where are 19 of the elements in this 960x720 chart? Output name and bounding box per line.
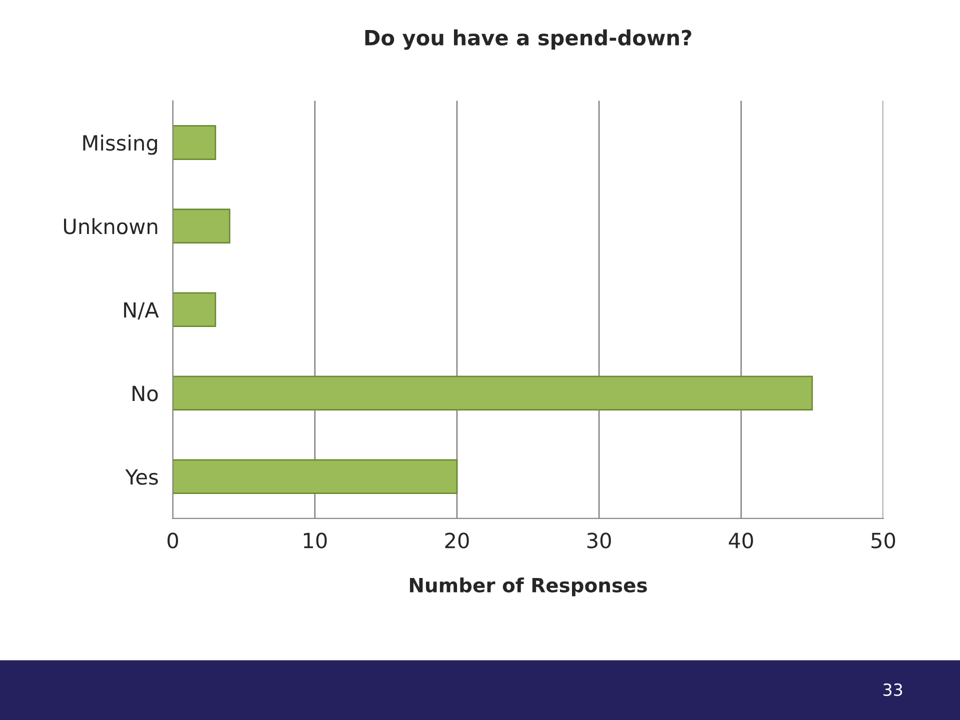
chart-title: Do you have a spend-down? <box>365 29 692 50</box>
x-tick-label: 0 <box>168 532 178 548</box>
bar <box>172 292 216 327</box>
bar <box>172 376 813 411</box>
x-tick-label: 40 <box>728 532 753 548</box>
y-tick-label: No <box>132 386 158 402</box>
y-tick-label: Missing <box>83 134 158 155</box>
x-tick-label: 30 <box>587 532 611 548</box>
x-tick-label: 10 <box>304 532 327 548</box>
y-tick-label: Unknown <box>64 218 158 234</box>
x-axis-title: Number of Responses <box>410 577 647 596</box>
bar <box>172 208 230 244</box>
y-tick-label: N/A <box>124 302 159 320</box>
x-tick-label: 50 <box>872 532 896 548</box>
bar <box>172 125 216 160</box>
y-tick-label: Yes <box>125 469 158 485</box>
text: 33 <box>883 683 902 696</box>
x-tick-label: 20 <box>445 532 469 548</box>
bar <box>172 459 458 494</box>
